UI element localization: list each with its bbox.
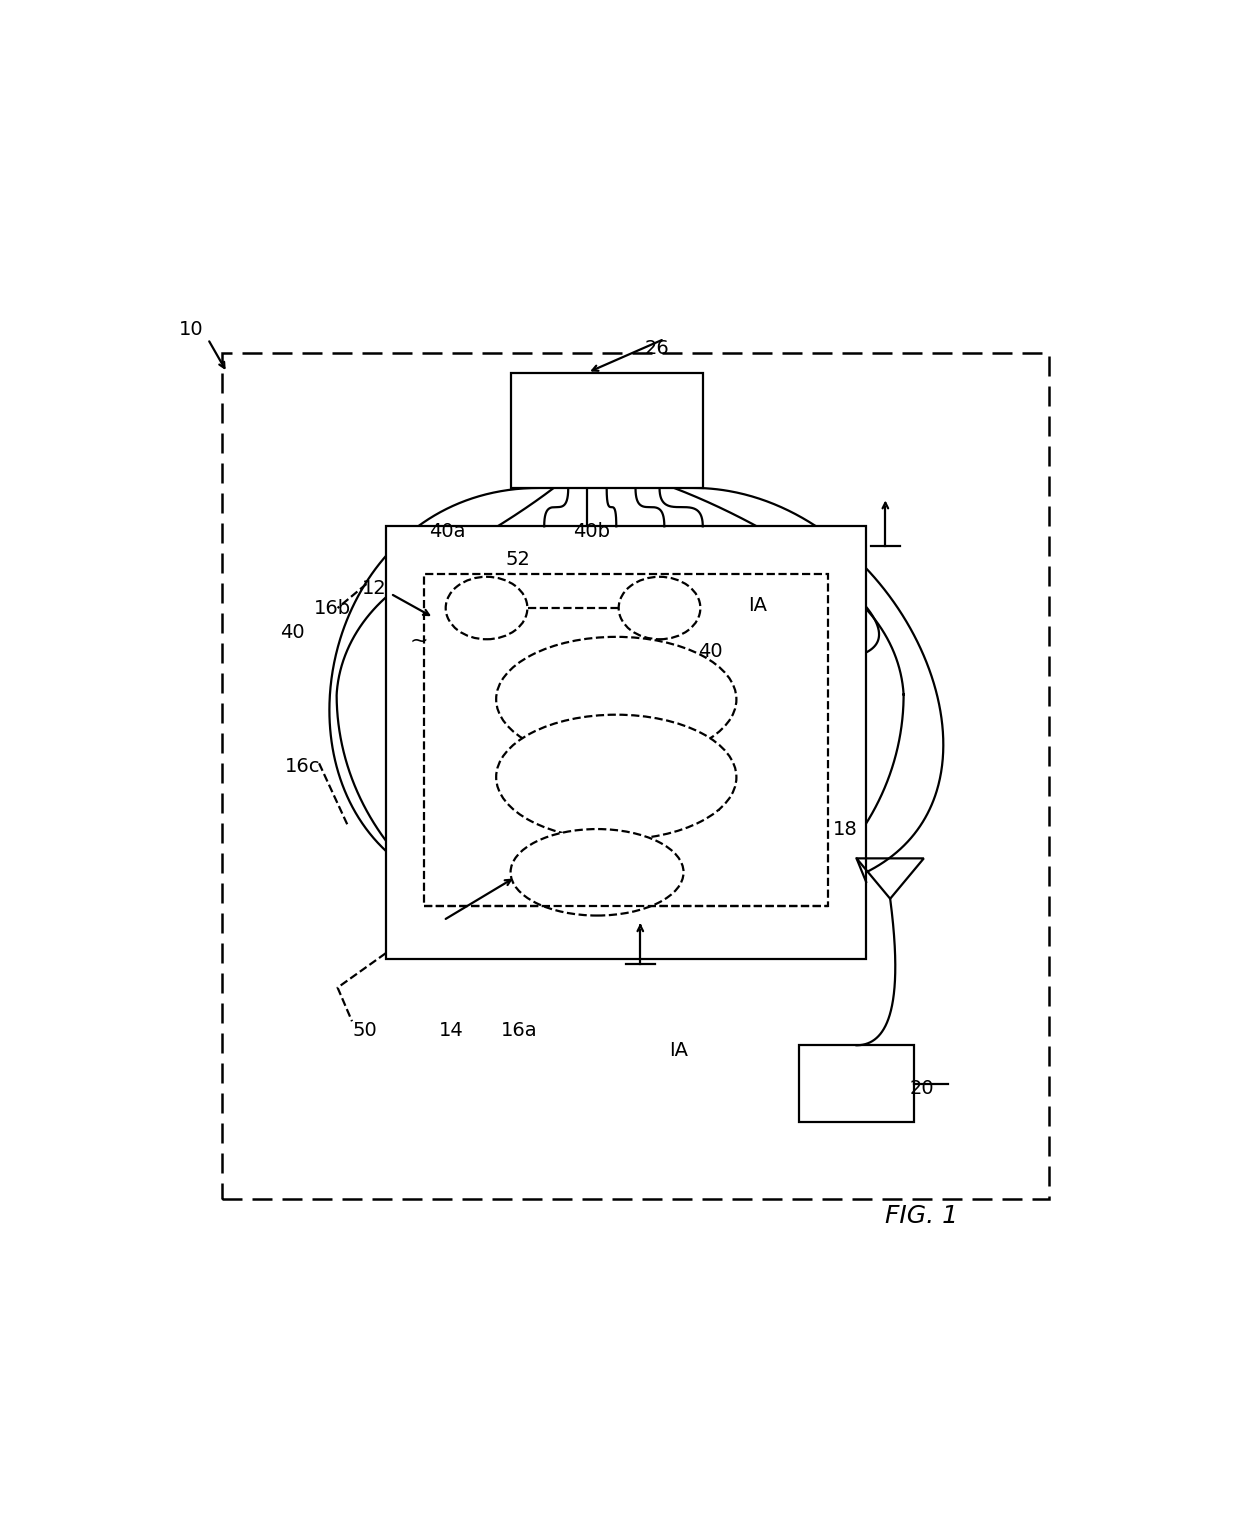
Bar: [511, 372, 703, 487]
Text: 40b: 40b: [573, 522, 610, 540]
Text: ~: ~: [409, 630, 428, 651]
Text: 14: 14: [439, 1022, 464, 1040]
Text: FIG. 1: FIG. 1: [885, 1204, 959, 1228]
Bar: [386, 527, 866, 959]
Text: 16a: 16a: [501, 1022, 538, 1040]
Text: 20: 20: [909, 1079, 934, 1098]
Text: 16c: 16c: [285, 757, 320, 776]
Ellipse shape: [445, 577, 527, 639]
Text: 40a: 40a: [429, 522, 465, 540]
Text: 12: 12: [362, 580, 387, 598]
Bar: [424, 574, 828, 906]
Text: 22: 22: [698, 795, 723, 815]
Text: 30: 30: [549, 666, 574, 685]
Text: 26: 26: [645, 339, 670, 358]
Text: 10: 10: [179, 320, 203, 339]
Text: 40: 40: [698, 642, 723, 660]
Text: 52: 52: [506, 551, 531, 569]
Ellipse shape: [619, 577, 701, 639]
Ellipse shape: [496, 638, 737, 762]
Ellipse shape: [511, 829, 683, 915]
Text: 18: 18: [832, 820, 857, 838]
Ellipse shape: [496, 715, 737, 839]
Text: 16b: 16b: [314, 598, 351, 618]
Text: 40: 40: [280, 622, 305, 642]
Text: 50: 50: [352, 1022, 377, 1040]
Bar: [799, 1046, 914, 1122]
Text: IA: IA: [748, 595, 766, 615]
Text: IA: IA: [670, 1040, 688, 1060]
Text: 30: 30: [525, 742, 549, 762]
